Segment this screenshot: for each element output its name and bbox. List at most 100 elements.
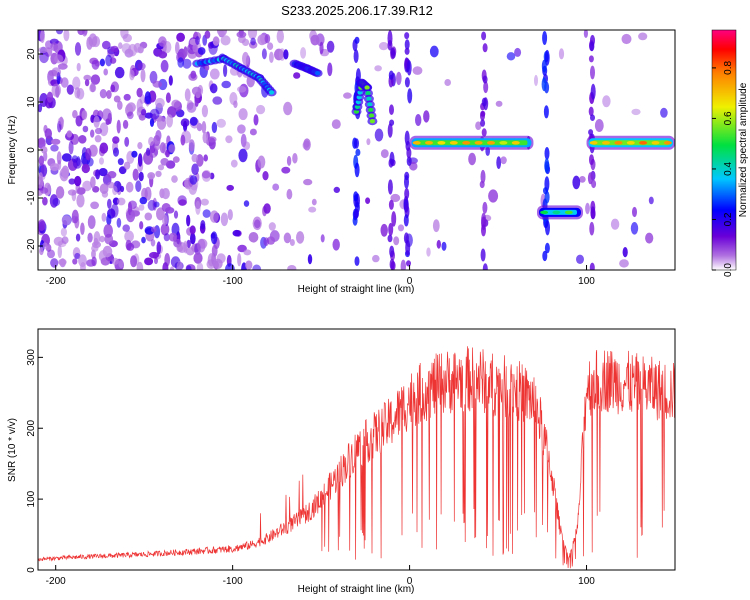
- spectrogram-noise-blob: [81, 30, 88, 37]
- spectrogram-tone-peak: [602, 141, 610, 145]
- spectrogram-noise-blob: [308, 206, 317, 213]
- spectrogram-noise-blob: [135, 180, 142, 192]
- spectrogram-noise-blob: [631, 108, 641, 116]
- spectrogram-noise-blob: [610, 218, 620, 230]
- spectrogram-streak: [482, 201, 488, 214]
- spectrogram-x-ticks: -200 -100 0 100: [46, 265, 595, 287]
- spectrogram-noise-blob: [412, 66, 423, 75]
- spectrogram-noise-blob: [171, 99, 181, 109]
- spectrogram-noise-blob: [145, 147, 151, 156]
- spectrogram-features: [192, 54, 675, 220]
- spectrogram-feature-core: [365, 91, 371, 96]
- spectrogram-noise-blob: [212, 36, 220, 46]
- spectrogram-tone-peak: [564, 210, 573, 215]
- spectrogram-noise-blob: [87, 215, 96, 230]
- spectrogram-streak: [354, 36, 360, 44]
- spectrogram-noise-blob: [75, 115, 83, 127]
- spectrogram-noise-blob: [52, 198, 61, 206]
- spectrogram-noise-blob: [60, 227, 67, 237]
- spectrogram-noise-blob: [57, 117, 65, 125]
- spectrogram-noise-blob: [227, 209, 233, 221]
- spectrogram-noise-blob: [99, 142, 109, 154]
- spectrogram-noise-blob: [238, 148, 248, 163]
- spectrogram-noise-blob: [210, 231, 218, 245]
- spectrogram-noise-blob: [432, 219, 440, 233]
- colorbar-label: Normalized spectral amplitude: [738, 82, 749, 217]
- spectrogram-noise-blob: [149, 108, 160, 120]
- spectrogram-noise-blob: [40, 30, 45, 43]
- spectrogram-noise-blob: [122, 119, 129, 129]
- spectrogram-noise-blob: [137, 153, 143, 167]
- spectrogram-noise-blob: [372, 254, 380, 263]
- spectrogram-noise-blob: [42, 242, 48, 250]
- spectrogram-noise-blob: [283, 49, 289, 60]
- spectrogram-noise-blob: [396, 71, 402, 86]
- spectrogram-noise-blob: [576, 254, 584, 264]
- spectrogram-noise-blob: [90, 82, 96, 93]
- spectrogram-noise-blob: [444, 79, 452, 86]
- spectrogram-noise-blob: [125, 181, 134, 193]
- spectrogram-noise-blob: [281, 166, 291, 174]
- spectrogram-noise-blob: [182, 58, 192, 69]
- spectrogram-streak: [404, 175, 409, 189]
- spectrogram-noise-blob: [106, 214, 112, 226]
- spectrogram-noise-blob: [180, 134, 186, 146]
- spectrogram-streak: [588, 106, 594, 117]
- spectrogram-streak: [480, 110, 486, 117]
- colorbar-tick-label: 0.8: [723, 61, 734, 75]
- spectrogram-noise-blob: [212, 96, 223, 105]
- spectrogram-noise-blob: [230, 159, 238, 168]
- spectrogram-streak: [541, 77, 547, 92]
- spectrogram-streak: [543, 105, 549, 119]
- spectrogram-noise-blob: [252, 216, 262, 231]
- spectrogram-noise-blob: [514, 47, 522, 57]
- spectrogram-noise-blob: [250, 37, 256, 46]
- spectrogram-noise-blob: [220, 35, 231, 46]
- spectrogram-streak: [541, 59, 547, 73]
- spectrogram-tone-peak: [449, 141, 458, 145]
- spectrogram-streak: [481, 31, 487, 41]
- spectrogram-noise-blob: [126, 102, 136, 113]
- spectrogram-feature-core: [368, 113, 375, 118]
- spectrogram-noise-blob: [105, 54, 113, 67]
- spectrogram-noise-blob: [286, 155, 292, 166]
- spectrogram-noise-blob: [99, 58, 105, 67]
- spectrogram-noise-blob: [154, 257, 158, 265]
- spectrogram-streak: [482, 263, 488, 270]
- spectrogram-tone-peak: [626, 141, 635, 145]
- spectrogram-noise-blob: [225, 135, 233, 144]
- spectrogram-noise-blob: [51, 67, 62, 77]
- spectrogram-noise-blob: [85, 148, 92, 161]
- spectrogram-noise-blob: [248, 232, 259, 243]
- spectrogram-noise-blob: [272, 183, 280, 191]
- spectrogram-noise-blob: [56, 151, 62, 165]
- spectrogram-noise-blob: [196, 262, 204, 270]
- spectrogram-noise-blob: [90, 176, 96, 189]
- colorbar: 0.0 0.2 0.4 0.6 0.8 Normalized spectral ampl…: [711, 29, 749, 277]
- spectrogram-noise-blob: [137, 142, 143, 150]
- colorbar-tick-label: 0.2: [723, 212, 734, 226]
- spectrogram-streak: [483, 81, 489, 94]
- spectrogram-streak: [354, 138, 359, 149]
- spectrogram-noise-blob: [390, 193, 401, 203]
- spectrogram-noise-blob: [378, 42, 389, 51]
- spectrogram-noise-blob: [242, 51, 249, 66]
- spectrogram-noise-blob: [583, 30, 588, 38]
- spectrogram-noise-blob: [112, 136, 120, 144]
- spectrogram-noise-blob: [102, 40, 111, 50]
- spectrogram-streak: [545, 220, 550, 236]
- spectrogram-noise-blob: [176, 244, 184, 252]
- spectrogram-noise-blob: [116, 197, 126, 206]
- spectrogram-noise-blob: [495, 100, 503, 107]
- spectrogram-noise-blob: [226, 184, 234, 191]
- spectrogram-noise-blob: [292, 153, 298, 164]
- spectrogram-streak: [389, 104, 394, 115]
- spectrogram-noise-blob: [74, 42, 82, 56]
- spectrogram-noise-blob: [109, 57, 117, 64]
- spectrogram-noise-blob: [191, 153, 199, 163]
- spectrogram-noise-blob: [415, 114, 422, 126]
- spectrogram-noise-blob: [186, 214, 191, 227]
- spectrogram-noise-blob: [81, 110, 88, 120]
- spectrogram-noise-blob: [558, 48, 565, 60]
- spectrogram-streak: [354, 208, 359, 219]
